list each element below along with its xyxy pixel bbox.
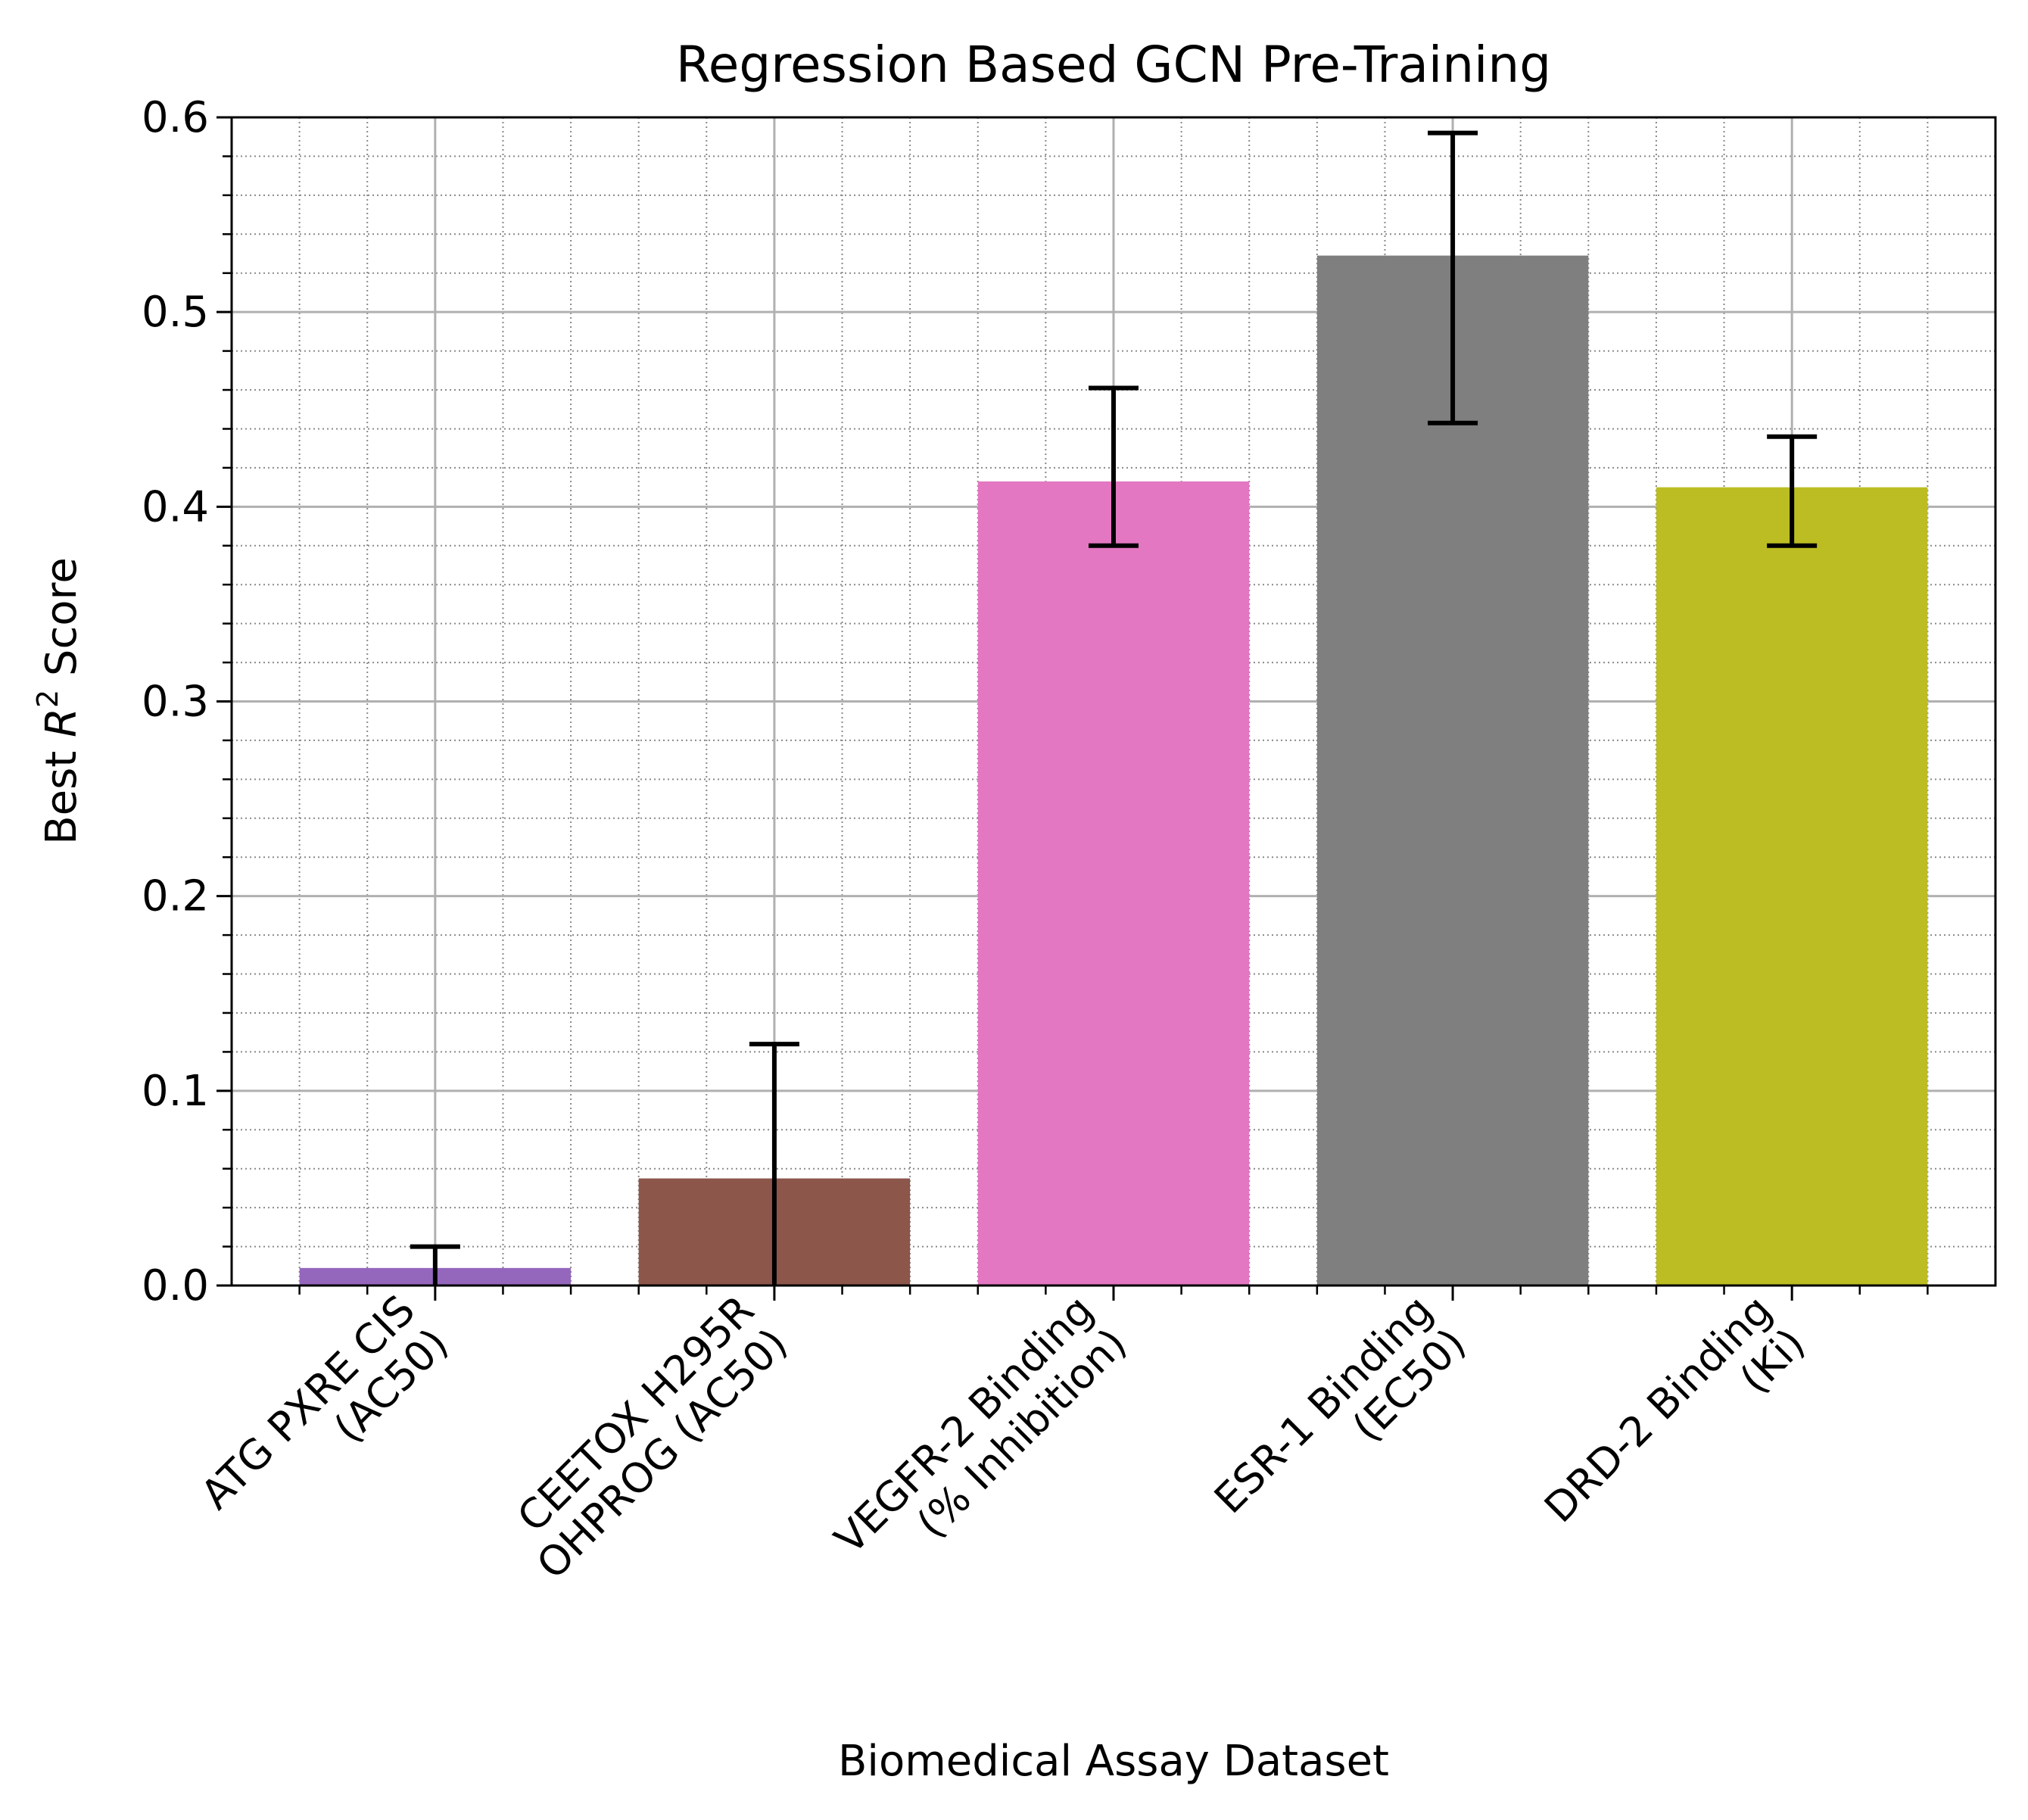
bar [1656,487,1928,1286]
y-tick-label: 0.2 [142,872,209,921]
chart-title: Regression Based GCN Pre-Training [676,36,1551,94]
y-tick-label: 0.4 [142,482,209,531]
y-tick-label: 0.6 [142,93,209,142]
y-tick-label: 0.1 [142,1067,209,1116]
bars [299,255,1928,1286]
y-axis-label-superscript: 2 [31,690,64,708]
y-tick-label: 0.3 [142,678,209,727]
y-axis-label-variable: R [37,708,86,737]
y-axis-label: Best R2 Score [31,557,86,845]
y-axis-label-suffix: Score [37,557,86,690]
y-axis-label-prefix: Best [37,737,86,845]
y-tick-label: 0.5 [142,288,209,337]
y-tick-label: 0.0 [142,1261,209,1310]
error-bars [410,130,1818,1286]
bar [977,481,1250,1286]
bar [1316,255,1589,1286]
x-axis-label: Biomedical Assay Dataset [838,1737,1389,1786]
y-axis-ticks: 0.0 0.1 0.2 0.3 0.4 0.5 0.6 [142,93,232,1310]
